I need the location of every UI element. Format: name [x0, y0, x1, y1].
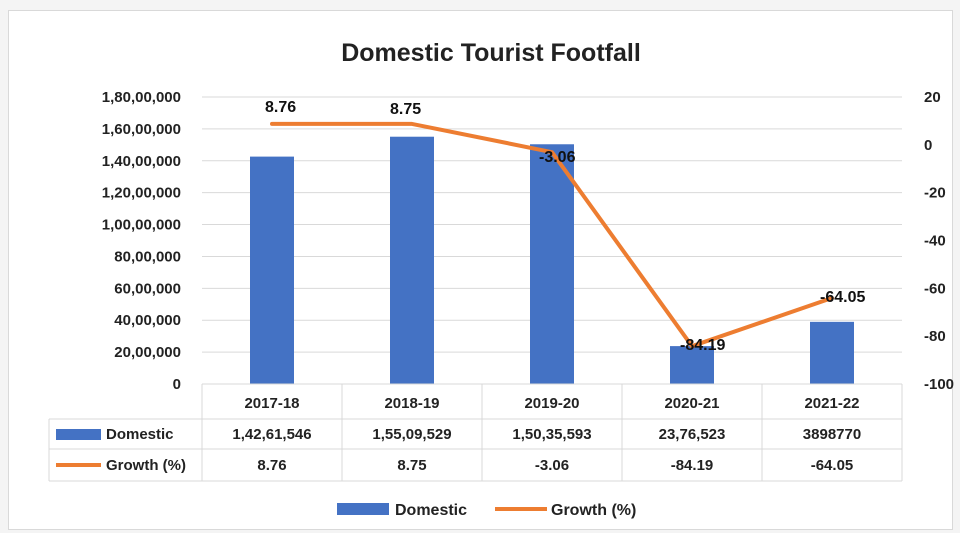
- right-tick-label: -100: [924, 376, 954, 393]
- category-label: 2019-20: [524, 395, 579, 412]
- growth-data-label: -3.06: [539, 149, 576, 166]
- right-tick-label: -20: [924, 185, 946, 202]
- table-key-domestic: [56, 429, 101, 440]
- left-tick-label: 1,60,00,000: [102, 121, 181, 138]
- table-cell-growth: -84.19: [671, 457, 714, 474]
- bar-domestic: [670, 346, 714, 384]
- legend: Domestic Growth (%): [337, 502, 636, 519]
- table-cell-growth: -64.05: [811, 457, 854, 474]
- left-tick-label: 1,20,00,000: [102, 185, 181, 202]
- bar-domestic: [530, 144, 574, 384]
- right-tick-label: -60: [924, 280, 946, 297]
- growth-data-label: 8.75: [390, 101, 421, 118]
- table-cell-domestic: 3898770: [803, 426, 861, 443]
- bar-domestic: [250, 156, 294, 384]
- left-tick-label: 1,40,00,000: [102, 153, 181, 170]
- category-label: 2018-19: [384, 395, 439, 412]
- chart-frame: Domestic Tourist Footfall 8.76 8.75 -3.06 -…: [8, 10, 954, 530]
- bar-domestic: [810, 321, 854, 384]
- left-axis: 0 20,00,000 40,00,000 60,00,000 80,00,000 1,0…: [102, 89, 181, 393]
- chart-title: Domestic Tourist Footfall: [341, 39, 641, 67]
- left-tick-label: 1,80,00,000: [102, 89, 181, 106]
- table-cell-domestic: 1,55,09,529: [372, 426, 451, 443]
- table-cell-growth: 8.76: [257, 457, 286, 474]
- line-series: 8.76 8.75 -3.06 -84.19 -64.05: [265, 99, 865, 354]
- right-axis: -100 -80 -60 -40 -20 0 20: [924, 89, 954, 393]
- chart-svg: Domestic Tourist Footfall 8.76 8.75 -3.06 -…: [48, 39, 954, 519]
- category-label: 2020-21: [664, 395, 719, 412]
- left-tick-label: 40,00,000: [114, 312, 181, 329]
- growth-line: [270, 121, 834, 349]
- table-cell-growth: 8.75: [397, 457, 426, 474]
- growth-data-label: -64.05: [820, 289, 865, 306]
- growth-data-label: 8.76: [265, 99, 296, 116]
- data-table: 2017-18 2018-19 2019-20 2020-21 2021-22 Domes…: [48, 383, 903, 482]
- left-tick-label: 20,00,000: [114, 344, 181, 361]
- table-cell-domestic: 1,42,61,546: [232, 426, 311, 443]
- table-cell-domestic: 23,76,523: [659, 426, 726, 443]
- right-tick-label: -80: [924, 328, 946, 345]
- table-cell-domestic: 1,50,35,593: [512, 426, 591, 443]
- category-label: 2021-22: [804, 395, 859, 412]
- bar-series: [250, 136, 854, 384]
- legend-key-domestic: [337, 503, 389, 515]
- left-tick-label: 60,00,000: [114, 280, 181, 297]
- category-label: 2017-18: [244, 395, 299, 412]
- left-tick-label: 1,00,00,000: [102, 217, 181, 234]
- bar-domestic: [390, 136, 434, 384]
- right-tick-label: -40: [924, 233, 946, 250]
- growth-data-label: -84.19: [680, 337, 725, 354]
- right-tick-label: 0: [924, 137, 932, 154]
- table-row-label-growth: Growth (%): [106, 457, 186, 474]
- legend-label-domestic: Domestic: [395, 502, 467, 519]
- right-tick-label: 20: [924, 89, 941, 106]
- table-cell-growth: -3.06: [535, 457, 569, 474]
- left-tick-label: 0: [173, 376, 181, 393]
- left-tick-label: 80,00,000: [114, 248, 181, 265]
- table-row-label-domestic: Domestic: [106, 426, 174, 443]
- legend-label-growth: Growth (%): [551, 502, 636, 519]
